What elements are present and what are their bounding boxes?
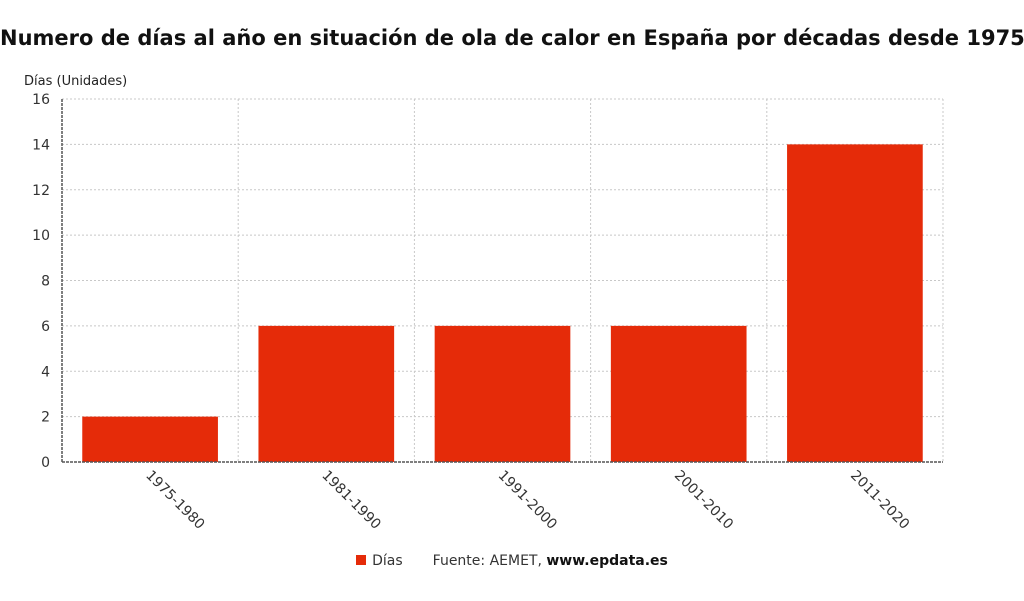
bar-1991-2000 [434, 325, 571, 462]
x-tick-label: 2011-2020 [847, 468, 912, 533]
y-tick-label: 8 [41, 274, 50, 290]
legend-series-name: Días [372, 553, 403, 569]
y-tick-label: 10 [32, 228, 50, 244]
y-tick-label: 12 [32, 183, 50, 199]
y-tick-label: 2 [41, 410, 50, 426]
source-site: www.epdata.es [546, 553, 668, 569]
bar-2001-2010 [610, 325, 747, 462]
y-tick-label: 0 [41, 455, 50, 471]
x-tick-label: 1975-1980 [142, 468, 207, 533]
y-axis-label: Días (Unidades) [24, 74, 127, 89]
x-tick-label: 1981-1990 [318, 468, 383, 533]
y-tick-labels: 0 2 4 6 8 10 12 14 16 [32, 92, 50, 471]
bar-1981-1990 [258, 325, 395, 462]
y-tick-label: 16 [32, 92, 50, 108]
legend-swatch [356, 555, 367, 565]
x-tick-label: 2001-2010 [671, 468, 736, 533]
chart-title: Numero de días al año en situación de ol… [0, 26, 1024, 50]
y-tick-label: 6 [41, 319, 50, 335]
y-tick-label: 4 [41, 364, 50, 380]
axes [61, 99, 943, 463]
source-prefix: Fuente: AEMET, [432, 553, 542, 569]
y-tick-label: 14 [32, 137, 50, 153]
x-tick-label: 1991-2000 [495, 468, 560, 533]
bar-1975-1980 [82, 416, 218, 462]
legend: Días Fuente: AEMET, www.epdata.es [0, 553, 1024, 569]
bar-2011-2020 [787, 144, 923, 462]
x-tick-labels: 1975-1980 1981-1990 1991-2000 2001-2010 2011… [142, 468, 912, 533]
bars [82, 144, 923, 462]
